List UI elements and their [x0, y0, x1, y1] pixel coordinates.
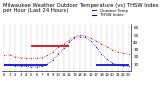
Text: Milwaukee Weather Outdoor Temperature (vs) THSW Index per Hour (Last 24 Hours): Milwaukee Weather Outdoor Temperature (v… [3, 3, 159, 13]
Legend: Outdoor Temp, THSW Index: Outdoor Temp, THSW Index [91, 8, 128, 18]
